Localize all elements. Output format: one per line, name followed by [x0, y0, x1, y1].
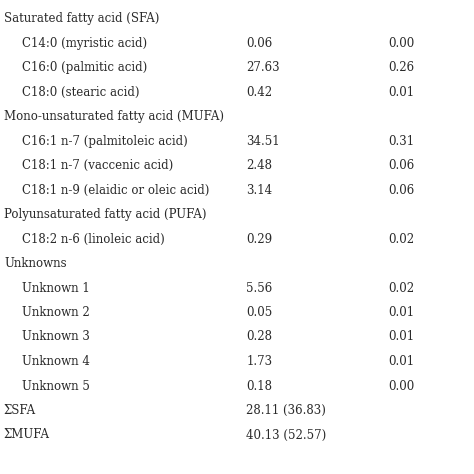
- Text: Unknown 4: Unknown 4: [22, 355, 90, 368]
- Text: C18:0 (stearic acid): C18:0 (stearic acid): [22, 85, 139, 99]
- Text: 0.31: 0.31: [389, 135, 415, 147]
- Text: 0.01: 0.01: [389, 306, 415, 319]
- Text: 0.02: 0.02: [389, 233, 415, 246]
- Text: Unknown 2: Unknown 2: [22, 306, 90, 319]
- Text: 0.06: 0.06: [389, 183, 415, 197]
- Text: 0.00: 0.00: [389, 36, 415, 49]
- Text: Unknowns: Unknowns: [4, 257, 67, 270]
- Text: ΣSFA: ΣSFA: [4, 404, 36, 417]
- Text: 0.06: 0.06: [389, 159, 415, 172]
- Text: 0.00: 0.00: [389, 380, 415, 392]
- Text: 27.63: 27.63: [246, 61, 280, 74]
- Text: 0.18: 0.18: [246, 380, 273, 392]
- Text: C14:0 (myristic acid): C14:0 (myristic acid): [22, 36, 147, 49]
- Text: 2.48: 2.48: [246, 159, 273, 172]
- Text: Unknown 3: Unknown 3: [22, 330, 90, 344]
- Text: Saturated fatty acid (SFA): Saturated fatty acid (SFA): [4, 12, 159, 25]
- Text: C18:1 n-9 (elaidic or oleic acid): C18:1 n-9 (elaidic or oleic acid): [22, 183, 210, 197]
- Text: 0.26: 0.26: [389, 61, 415, 74]
- Text: Unknown 1: Unknown 1: [22, 282, 90, 294]
- Text: 34.51: 34.51: [246, 135, 280, 147]
- Text: 0.02: 0.02: [389, 282, 415, 294]
- Text: 0.42: 0.42: [246, 85, 273, 99]
- Text: C18:2 n-6 (linoleic acid): C18:2 n-6 (linoleic acid): [22, 233, 165, 246]
- Text: C16:1 n-7 (palmitoleic acid): C16:1 n-7 (palmitoleic acid): [22, 135, 188, 147]
- Text: 0.06: 0.06: [246, 36, 273, 49]
- Text: 0.05: 0.05: [246, 306, 273, 319]
- Text: 0.01: 0.01: [389, 85, 415, 99]
- Text: C16:0 (palmitic acid): C16:0 (palmitic acid): [22, 61, 147, 74]
- Text: 0.01: 0.01: [389, 355, 415, 368]
- Text: 0.28: 0.28: [246, 330, 273, 344]
- Text: C18:1 n-7 (vaccenic acid): C18:1 n-7 (vaccenic acid): [22, 159, 173, 172]
- Text: Unknown 5: Unknown 5: [22, 380, 90, 392]
- Text: 1.73: 1.73: [246, 355, 273, 368]
- Text: 40.13 (52.57): 40.13 (52.57): [246, 428, 327, 441]
- Text: ΣMUFA: ΣMUFA: [4, 428, 50, 441]
- Text: 28.11 (36.83): 28.11 (36.83): [246, 404, 327, 417]
- Text: 5.56: 5.56: [246, 282, 273, 294]
- Text: Mono-unsaturated fatty acid (MUFA): Mono-unsaturated fatty acid (MUFA): [4, 110, 224, 123]
- Text: Polyunsaturated fatty acid (PUFA): Polyunsaturated fatty acid (PUFA): [4, 208, 207, 221]
- Text: 0.29: 0.29: [246, 233, 273, 246]
- Text: 3.14: 3.14: [246, 183, 273, 197]
- Text: 0.01: 0.01: [389, 330, 415, 344]
